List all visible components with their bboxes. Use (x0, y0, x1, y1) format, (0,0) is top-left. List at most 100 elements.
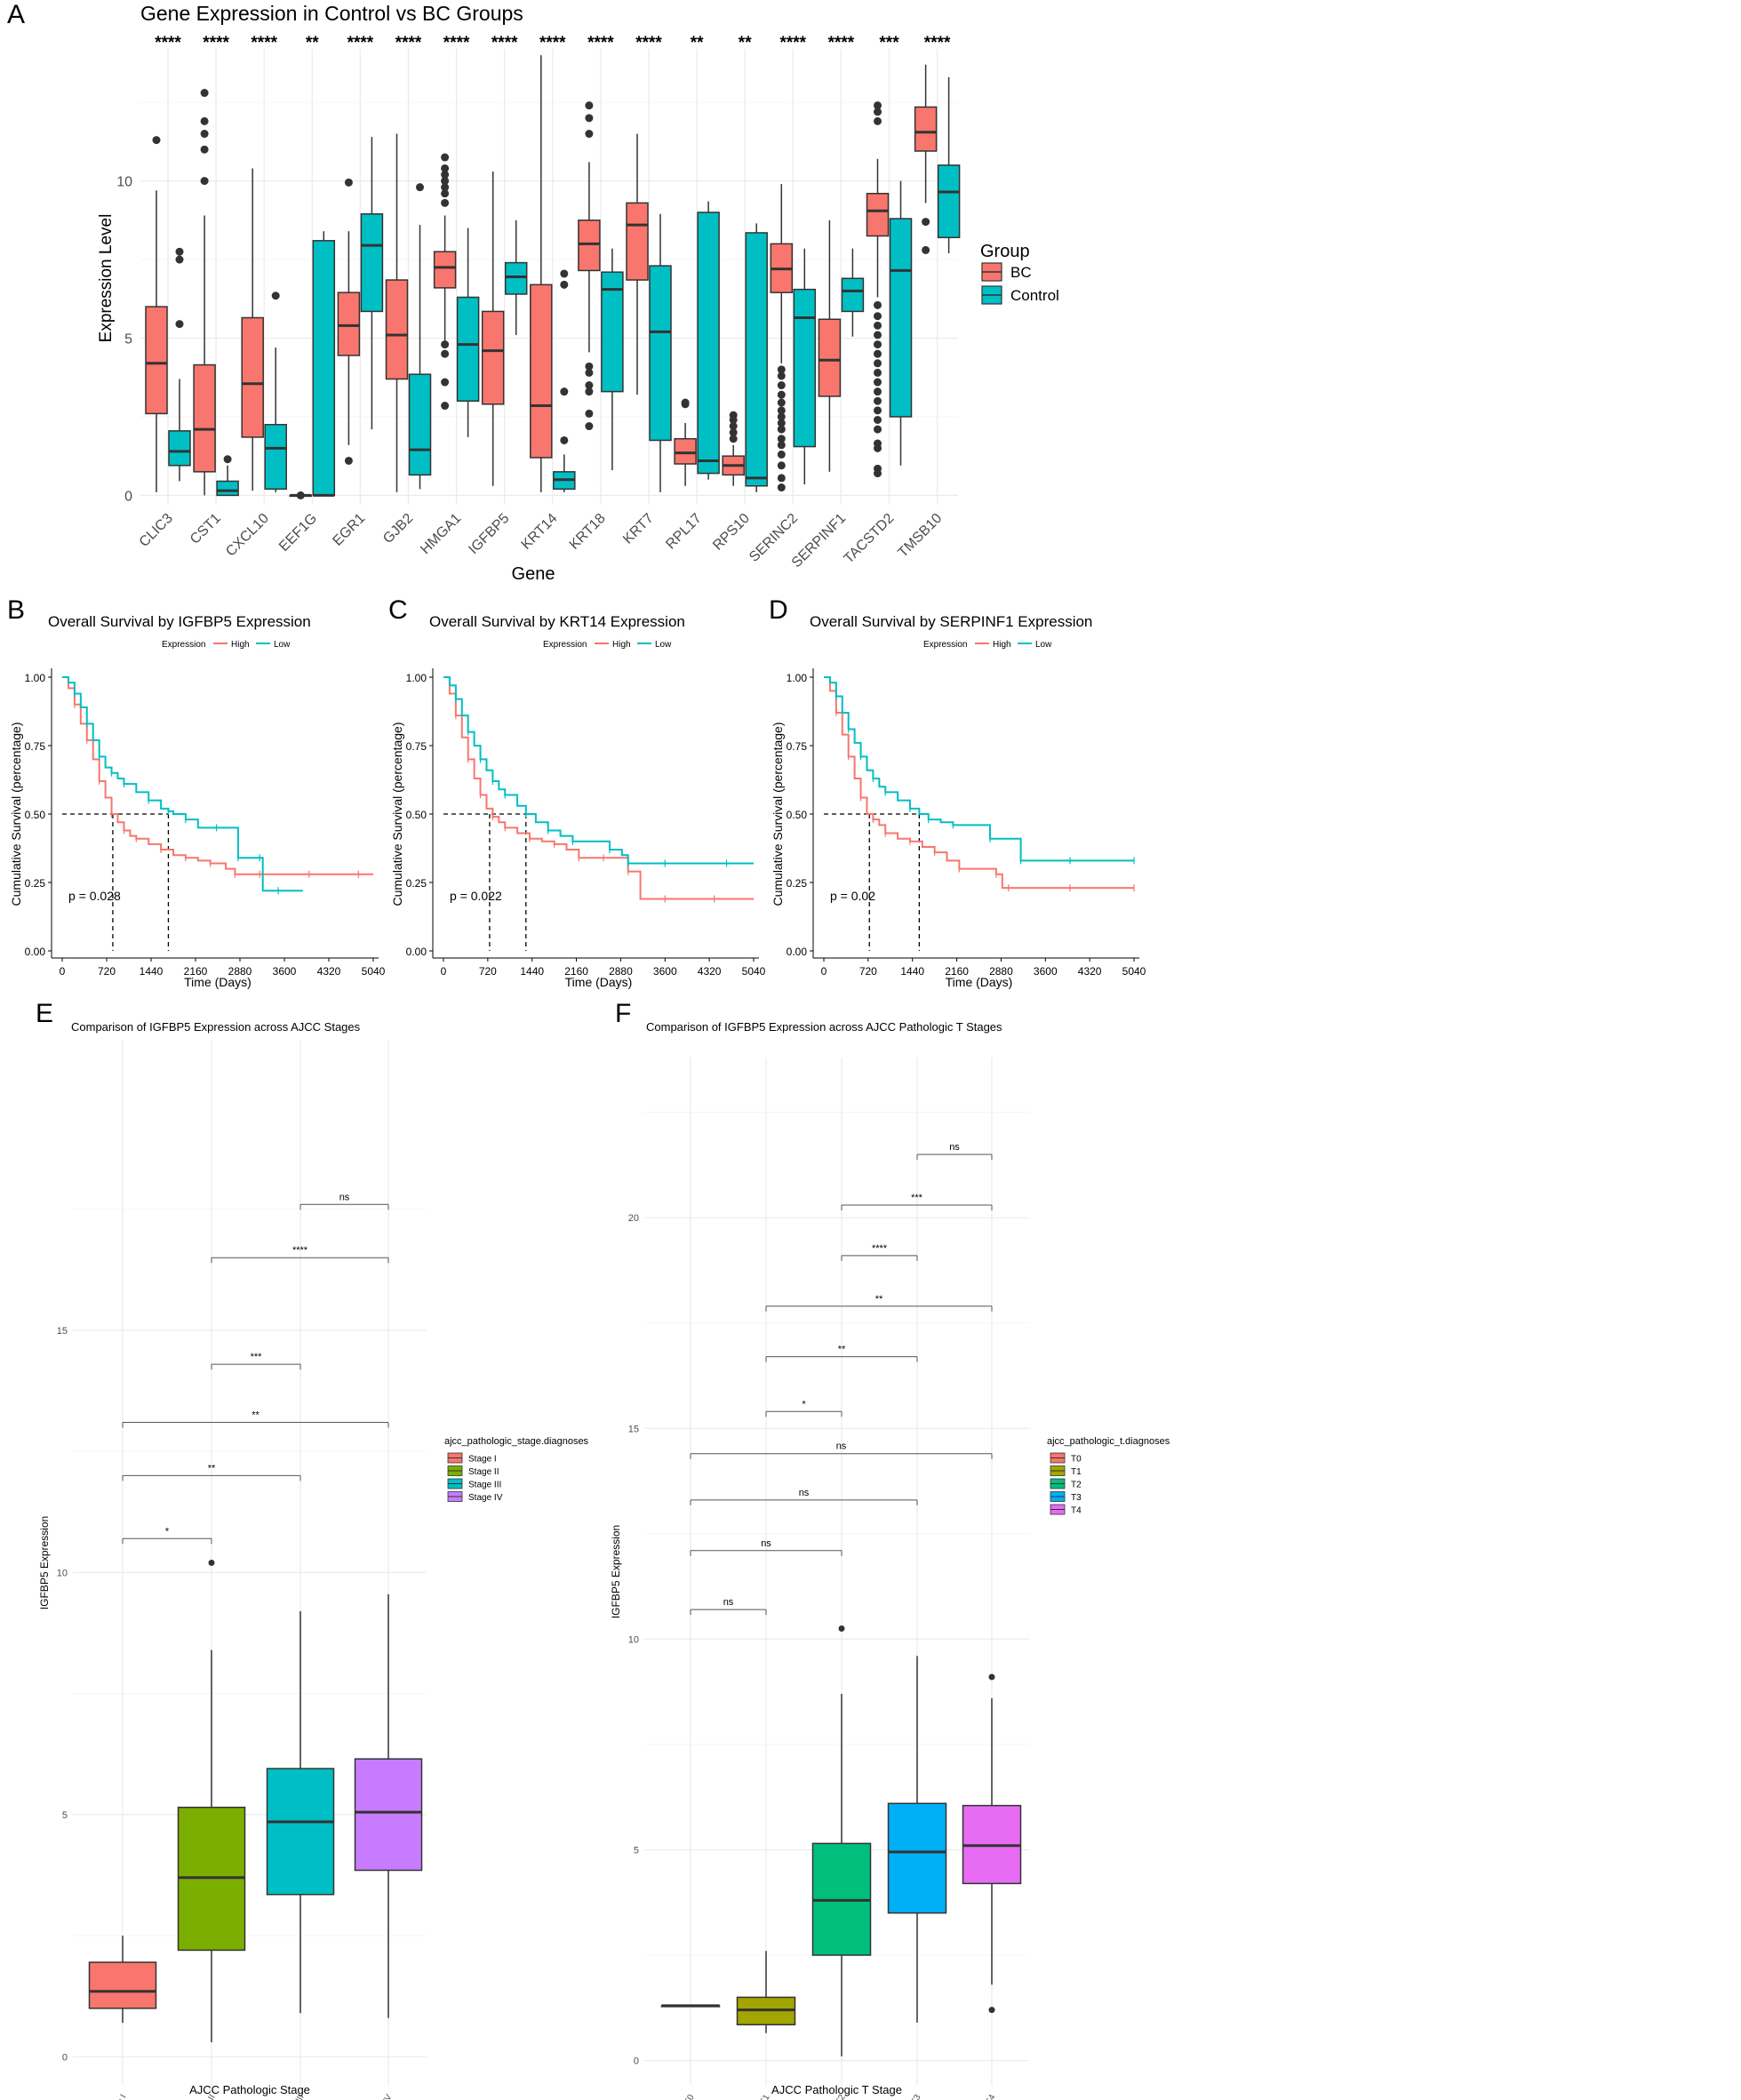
box-bc-rps10-outlier (729, 428, 738, 437)
x-tick-label: CST1 (188, 511, 224, 547)
x-tick-label: 0 (60, 965, 66, 978)
y-tick-label: 0.75 (25, 740, 46, 753)
box-bc-hmga1-outlier (441, 153, 450, 162)
box-bc-krt18-outlier (585, 422, 594, 431)
x-tick-label: 0 (821, 965, 827, 978)
box-bc-tacstd2-outlier (874, 425, 882, 434)
significance-label: ** (306, 34, 319, 52)
x-tick-label: EEF1G (276, 511, 320, 555)
comparison-label: ** (875, 1294, 883, 1305)
legend-label: Stage I (468, 1455, 497, 1465)
box-bc-tacstd2-outlier (874, 406, 882, 415)
y-axis-title: IGFBP5 Expression (38, 1516, 51, 1609)
y-axis-title: Cumulative Survival (percentage) (390, 723, 404, 906)
y-tick-label: 0.25 (406, 877, 427, 890)
x-tick-label: TACSTD2 (842, 511, 898, 567)
x-tick-label: 3600 (1034, 965, 1058, 978)
y-tick-label: 0 (62, 2052, 68, 2063)
box-bc-tacstd2-outlier (874, 378, 882, 387)
box-bc-tacstd2-outlier (874, 340, 882, 349)
box-bc-igfbp5-iqr (481, 310, 505, 405)
box-control-rps10-iqr (745, 232, 768, 487)
panel-label: A (7, 0, 25, 29)
significance-label: **** (828, 34, 855, 52)
x-tick-label: TMSB10 (895, 511, 945, 561)
box-bc-serinc2-outlier (777, 435, 786, 443)
x-axis-title: Gene (512, 564, 555, 584)
survival-curve-low (824, 676, 1134, 862)
box-bc-serinc2-outlier (777, 441, 786, 450)
box-bc-hmga1-outlier (441, 402, 450, 411)
y-axis-title: Expression Level (97, 214, 116, 343)
x-tick-label: T0 (683, 2093, 697, 2100)
x-tick-label: T4 (984, 2093, 998, 2100)
box-control-krt14-outlier (560, 435, 569, 444)
y-tick-label: 0.00 (406, 946, 427, 958)
box-bc-cst1-outlier (200, 177, 209, 186)
x-tick-label: 4320 (317, 965, 341, 978)
y-tick-label: 0 (124, 489, 132, 504)
x-tick-label: HMGA1 (418, 511, 464, 557)
box-bc-hmga1-outlier (441, 340, 450, 349)
x-tick-label: 1440 (140, 965, 164, 978)
box-bc-hmga1-outlier (441, 183, 450, 192)
box-control-krt14-outlier (560, 280, 569, 289)
box-bc-serinc2-outlier (777, 461, 786, 470)
box-bc-egr1-iqr (337, 291, 361, 356)
x-tick-label: T2 (834, 2093, 848, 2100)
box-bc-tacstd2-outlier (874, 415, 882, 424)
box-bc-rps10-outlier (729, 435, 738, 443)
box-bc-krt18-outlier (585, 387, 594, 396)
y-axis-title: IGFBP5 Expression (610, 1525, 622, 1618)
comparison-label: ns (836, 1441, 847, 1452)
box-bc-serpinf1-iqr (818, 318, 842, 397)
x-tick-label: 2880 (609, 965, 633, 978)
box-bc-cxcl10-iqr (241, 316, 264, 438)
y-tick-label: 0.25 (787, 877, 808, 890)
legend-label: Control (1010, 287, 1059, 304)
x-tick-label: CLIC3 (137, 511, 176, 550)
box-t4-outlier (988, 2007, 995, 2014)
survival-curve-low (62, 676, 303, 892)
box-bc-krt18-outlier (585, 114, 594, 123)
legend-label: High (612, 640, 631, 650)
y-tick-label: 0.50 (25, 809, 46, 821)
box-bc-serinc2-outlier (777, 419, 786, 427)
box-bc-tacstd2-outlier (874, 396, 882, 405)
chart-title: Gene Expression in Control vs BC Groups (140, 2, 523, 25)
y-axis-title: Cumulative Survival (percentage) (9, 723, 23, 906)
x-tick-label: 2160 (564, 965, 588, 978)
comparison-label: * (802, 1399, 806, 1409)
box-control-krt7-iqr (649, 265, 672, 442)
legend-title: ajcc_pathologic_stage.diagnoses (444, 1436, 589, 1447)
p-value-label: p = 0.02 (830, 889, 875, 903)
x-tick-label: T3 (909, 2093, 923, 2100)
p-value-label: p = 0.022 (450, 889, 502, 903)
box-control-cst1-iqr (216, 480, 239, 497)
box-bc-cst1-iqr (193, 363, 216, 473)
box-control-rpl17-iqr (697, 212, 720, 475)
box-stage-iii-iqr (266, 1768, 335, 1896)
comparison-label: ns (949, 1142, 960, 1153)
legend-label: BC (1010, 264, 1032, 281)
x-tick-label: 5040 (362, 965, 386, 978)
x-tick-label: 5040 (1122, 965, 1146, 978)
box-bc-rps10-outlier (729, 411, 738, 419)
comparison-label: ** (838, 1345, 846, 1355)
comparison-label: ns (723, 1597, 734, 1608)
survival-curve-high (62, 676, 373, 875)
x-tick-label: 0 (441, 965, 447, 978)
box-bc-krt18-outlier (585, 381, 594, 390)
chart-title: Comparison of IGFBP5 Expression across A… (646, 1020, 1002, 1034)
box-bc-serinc2-outlier (777, 406, 786, 415)
box-bc-krt18-iqr (578, 220, 601, 272)
x-axis-title: AJCC Pathologic T Stage (771, 2083, 902, 2096)
y-tick-label: 0.75 (406, 740, 427, 753)
y-tick-label: 5 (634, 1845, 639, 1856)
panel-label: D (769, 595, 788, 625)
legend-label: T1 (1071, 1467, 1082, 1477)
box-bc-rpl17-outlier (681, 400, 690, 409)
x-tick-label: KRT7 (620, 511, 657, 547)
x-tick-label: 5040 (742, 965, 766, 978)
